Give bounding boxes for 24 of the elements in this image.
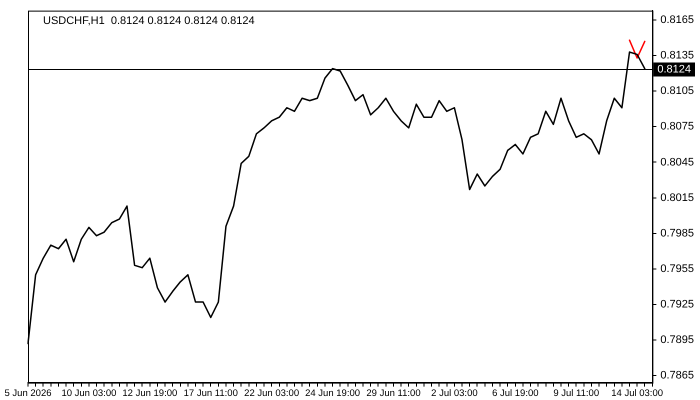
y-tick-label: 0.8135: [660, 50, 694, 62]
y-tick-label: 0.7895: [660, 334, 694, 346]
ref-line-label: 0.8124: [657, 64, 692, 76]
x-tick-label: 12 Jun 19:00: [122, 388, 178, 399]
x-tick-label: 9 Jul 11:00: [553, 388, 600, 399]
x-tick-label: 10 Jun 03:00: [61, 388, 116, 399]
x-tick-label: 22 Jun 03:00: [244, 388, 300, 399]
y-tick-label: 0.7925: [660, 298, 694, 310]
y-tick-label: 0.8165: [660, 14, 694, 26]
x-tick-label: 5 Jun 2026: [4, 388, 52, 399]
y-tick-label: 0.8015: [660, 192, 694, 204]
y-tick-label: 0.8075: [660, 120, 694, 133]
x-tick-label: 29 Jun 11:00: [366, 388, 421, 399]
x-tick-label: 14 Jul 03:00: [611, 388, 664, 399]
y-tick-label: 0.7865: [660, 370, 694, 382]
y-tick-label: 0.7955: [660, 262, 694, 275]
y-tick-label: 0.7985: [660, 227, 694, 240]
x-tick-label: 6 Jul 19:00: [492, 388, 539, 399]
y-tick-label: 0.8045: [660, 156, 694, 168]
x-tick-label: 17 Jun 11:00: [184, 388, 238, 399]
chart-title: USDCHF,H1 0.8124 0.8124 0.8124 0.8124: [43, 15, 255, 28]
x-tick-label: 24 Jun 19:00: [305, 388, 360, 399]
y-tick-label: 0.8105: [660, 85, 694, 98]
x-tick-label: 2 Jul 03:00: [431, 388, 478, 399]
